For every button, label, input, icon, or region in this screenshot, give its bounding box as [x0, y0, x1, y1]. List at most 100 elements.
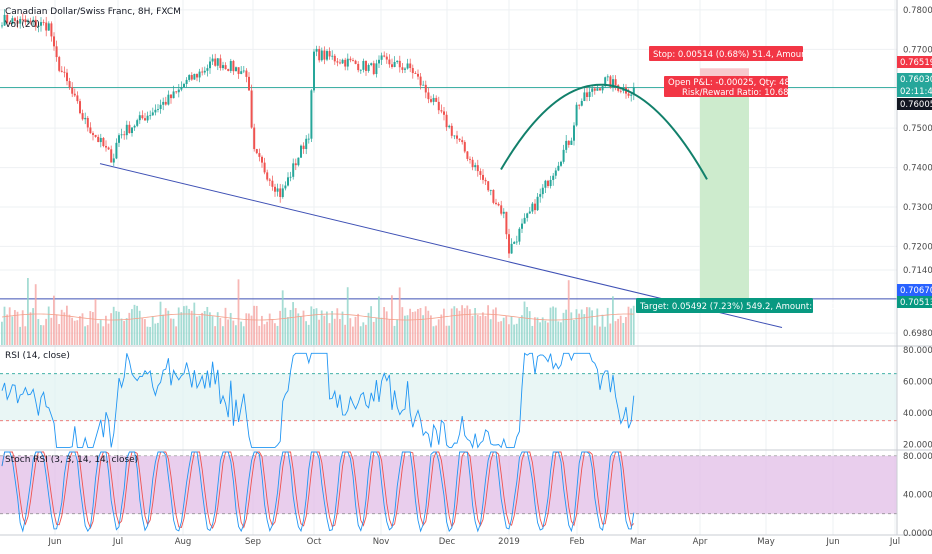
candle-body: [630, 94, 633, 96]
volume-bar: [393, 325, 396, 345]
volume-bar: [528, 311, 531, 345]
volume-bar: [549, 307, 552, 345]
candle-body: [71, 87, 74, 94]
candle-body: [326, 51, 328, 60]
candle-body: [427, 92, 430, 100]
candle-body: [206, 68, 209, 71]
volume-bar: [68, 314, 71, 345]
candle-body: [627, 93, 630, 96]
candle-body: [398, 60, 401, 68]
candle-body: [159, 104, 162, 110]
volume-bar: [487, 305, 489, 345]
candle-body: [466, 151, 469, 159]
candle-body: [84, 117, 87, 120]
candle-body: [479, 171, 482, 175]
volume-bar: [354, 316, 357, 345]
volume-bar: [411, 311, 414, 345]
candle-body: [528, 211, 531, 214]
candle-body: [497, 203, 500, 206]
volume-bar: [263, 324, 266, 345]
arc-pattern: [500, 83, 708, 180]
volume-bar: [266, 321, 268, 345]
volume-bar: [1, 321, 3, 345]
candle-body: [211, 58, 214, 62]
volume-bar: [531, 325, 534, 345]
candle-body: [287, 177, 289, 186]
candle-body: [484, 179, 487, 182]
candle-body: [336, 61, 339, 63]
candle-body: [614, 79, 617, 86]
candle-body: [266, 172, 269, 180]
candle-body: [227, 69, 230, 71]
candle-body: [203, 70, 206, 73]
candle-body: [396, 60, 399, 62]
candle-body: [515, 241, 518, 243]
volume-bar: [378, 296, 380, 345]
volume-bar: [302, 310, 305, 345]
volume-bar: [94, 298, 97, 345]
volume-bar: [359, 326, 362, 345]
candle-body: [357, 63, 360, 71]
volume-bar: [591, 310, 593, 345]
candle-body: [458, 138, 461, 141]
candle-body: [177, 89, 180, 93]
volume-bar: [253, 305, 255, 345]
volume-bar: [219, 317, 222, 345]
candle-body: [55, 46, 58, 58]
candle-body: [500, 205, 503, 214]
volume-bar: [320, 310, 323, 345]
candle-body: [123, 134, 126, 136]
stoch-rsi-pane[interactable]: [0, 451, 897, 533]
candle-body: [580, 100, 583, 106]
volume-bar: [341, 311, 344, 345]
rsi-pane[interactable]: [0, 352, 897, 449]
volume-bar: [323, 315, 326, 345]
candle-body: [128, 124, 131, 134]
volume-bar: [222, 326, 224, 345]
volume-bar: [513, 324, 515, 345]
volume-bar: [92, 312, 94, 345]
target-label: Target: 0.05492 (7.23%) 549.2, Amount: 3…: [636, 298, 845, 313]
volume-bar: [541, 317, 544, 345]
candle-body: [471, 159, 474, 168]
volume-bar: [370, 306, 372, 345]
volume-bar: [544, 320, 547, 345]
open-pl-label: Open P&L: -0.00025, Qty: 48638 Risk/Rewa…: [664, 76, 806, 98]
volume-bar: [245, 313, 248, 345]
volume-bar: [313, 308, 315, 345]
volume-bar: [53, 295, 55, 345]
volume-bar: [136, 305, 138, 345]
volume-bar: [484, 316, 487, 345]
volume-bar: [289, 309, 292, 345]
candle-body: [110, 149, 113, 163]
candle-body: [300, 145, 302, 158]
candle-body: [276, 188, 279, 192]
volume-bar: [115, 311, 118, 345]
candle-body: [588, 91, 591, 97]
candle-body: [313, 51, 315, 91]
rsi-tick-label: 60.0000: [903, 378, 932, 388]
candle-body: [232, 61, 235, 72]
candle-body: [513, 242, 516, 244]
svg-text:Stop: 0.00514 (0.68%) 51.4, Am: Stop: 0.00514 (0.68%) 51.4, Amount: 750: [653, 50, 832, 60]
volume-bar: [240, 321, 242, 345]
volume-bar: [427, 310, 430, 345]
volume-bar: [287, 317, 289, 345]
candle-body: [263, 162, 266, 173]
candle-body: [102, 137, 105, 147]
volume-bar: [261, 315, 263, 345]
candle-body: [167, 94, 170, 105]
candle-body: [422, 84, 425, 86]
volume-bar: [508, 324, 510, 345]
candle-body: [378, 59, 380, 64]
volume-bar: [185, 305, 188, 345]
volume-bar: [151, 316, 154, 345]
volume-bar: [102, 326, 105, 345]
volume-bar: [404, 315, 406, 345]
candle-body: [388, 59, 391, 65]
volume-bar: [365, 324, 367, 345]
y-tick-label: 0.69800: [903, 329, 932, 339]
candle-body: [612, 79, 614, 88]
price-pane[interactable]: [0, 9, 897, 329]
